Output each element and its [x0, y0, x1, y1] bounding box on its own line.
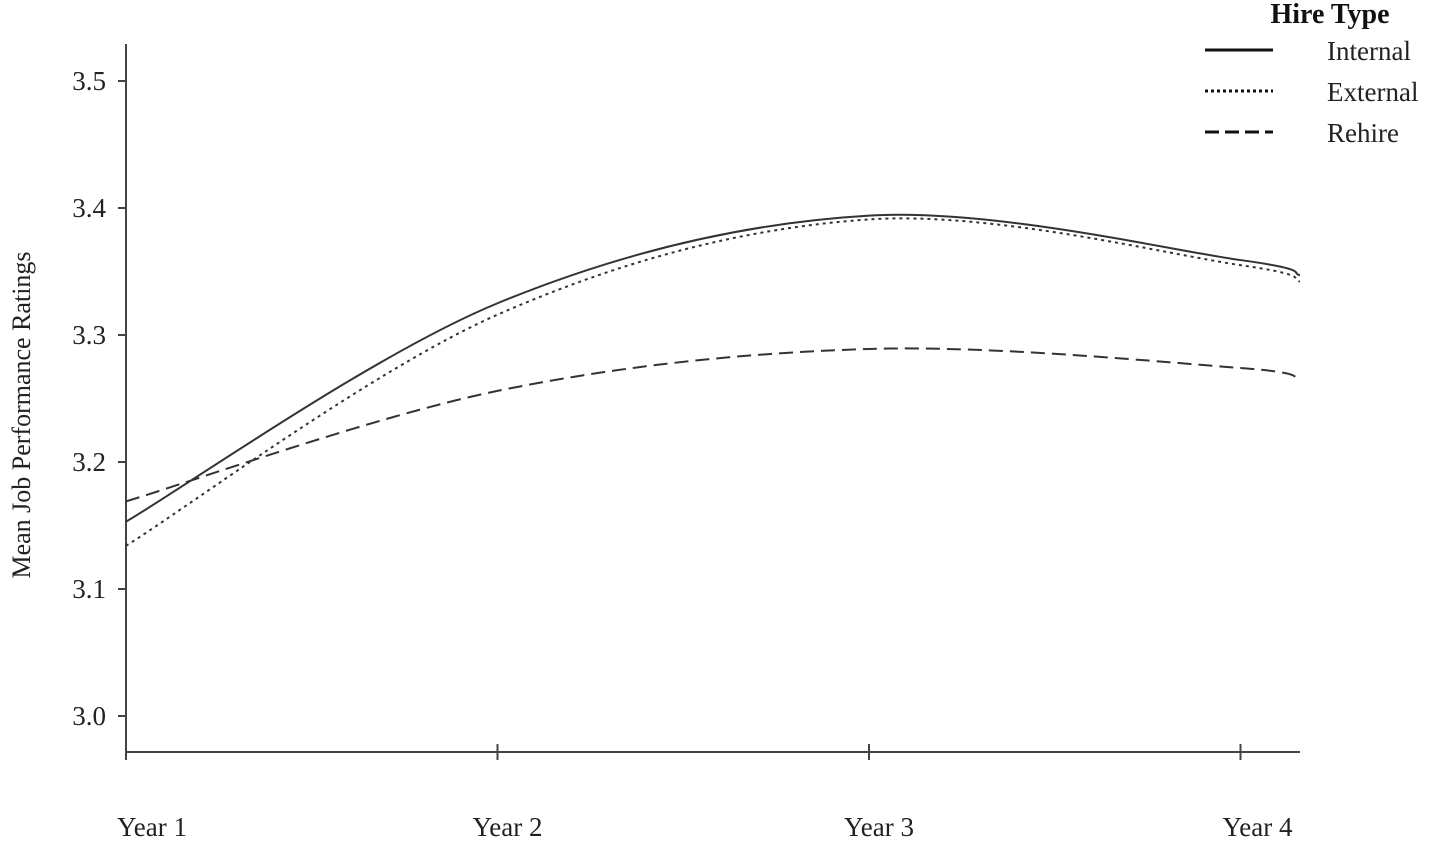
- axes: [125, 44, 1300, 753]
- y-axis-label: Mean Job Performance Ratings: [7, 251, 36, 578]
- series-line-external: [125, 217, 1301, 547]
- x-category-label: Year 4: [1222, 812, 1293, 842]
- legend-label-external: External: [1327, 77, 1418, 107]
- y-tick-label: 3.3: [72, 320, 106, 350]
- y-tick-label: 3.2: [72, 447, 106, 477]
- legend-label-internal: Internal: [1327, 36, 1411, 66]
- x-ticks: Year 1 Year 2 Year 3 Year 4: [117, 744, 1293, 842]
- series-line-rehire: [125, 347, 1301, 503]
- legend-title: Hire Type: [1271, 0, 1390, 30]
- series-lines: [125, 213, 1301, 547]
- y-tick-label: 3.1: [72, 574, 106, 604]
- y-tick-label: 3.4: [72, 193, 106, 223]
- legend-label-rehire: Rehire: [1327, 118, 1399, 148]
- x-category-label: Year 1: [117, 812, 187, 842]
- series-line-internal: [125, 213, 1301, 523]
- legend: Hire Type Internal External Rehire: [1205, 0, 1418, 148]
- y-tick-label: 3.5: [72, 66, 106, 96]
- y-tick-label: 3.0: [72, 701, 106, 731]
- y-ticks: 3.0 3.1 3.2 3.3 3.4 3.5: [72, 66, 126, 731]
- x-category-label: Year 2: [472, 812, 542, 842]
- x-category-label: Year 3: [844, 812, 914, 842]
